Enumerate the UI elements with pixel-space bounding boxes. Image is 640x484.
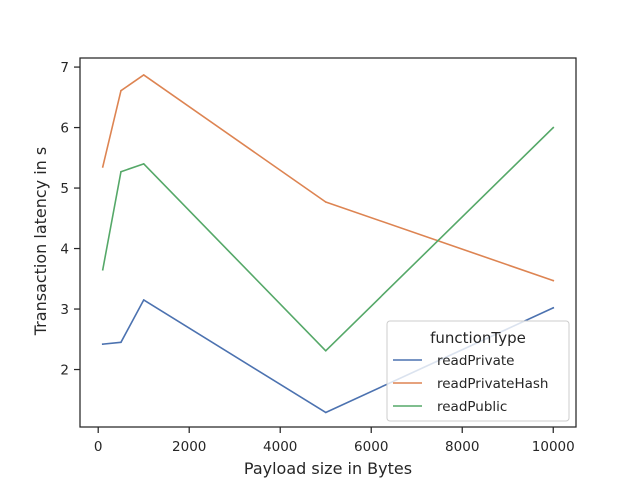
legend: functionType readPrivatereadPrivateHashr… bbox=[386, 320, 570, 422]
y-tick-label-0: 2 bbox=[60, 363, 69, 379]
data-point-readPublic-3 bbox=[324, 349, 327, 352]
legend-items: readPrivate readPrivateHash readPublic bbox=[393, 353, 548, 415]
data-point-readPublic-1 bbox=[120, 170, 122, 173]
legend-label-readPrivate: readPrivate bbox=[437, 353, 514, 369]
legend-box bbox=[386, 320, 570, 422]
data-point-readPrivate-3 bbox=[324, 411, 327, 414]
data-point-readPublic-4 bbox=[552, 126, 555, 129]
legend-title: functionType bbox=[430, 329, 526, 347]
data-point-readPrivateHash-0 bbox=[101, 166, 104, 168]
y-tick-label-3: 5 bbox=[60, 181, 69, 197]
x-tick-label-5: 10000 bbox=[532, 439, 575, 455]
x-tick-label-4: 8000 bbox=[445, 439, 479, 455]
ticks: 0 2000 4000 6000 8000 10000 2 3 4 5 6 7 bbox=[60, 60, 574, 455]
y-tick-label-2: 4 bbox=[60, 242, 69, 258]
y-tick-label-4: 6 bbox=[60, 121, 69, 137]
data-point-readPublic-0 bbox=[101, 268, 104, 271]
legend-label-readPublic: readPublic bbox=[437, 399, 507, 415]
data-point-readPrivateHash-1 bbox=[120, 89, 122, 92]
y-axis-label: Transaction latency in s bbox=[31, 147, 50, 336]
data-point-readPrivate-4 bbox=[552, 307, 555, 309]
data-point-readPrivateHash-2 bbox=[142, 74, 145, 76]
data-point-readPrivate-1 bbox=[120, 341, 122, 344]
x-tick-label-2: 4000 bbox=[263, 439, 297, 455]
data-point-readPublic-2 bbox=[142, 163, 145, 165]
x-tick-label-0: 0 bbox=[94, 439, 103, 455]
legend-label-readPrivateHash: readPrivateHash bbox=[437, 376, 548, 392]
data-point-readPrivate-0 bbox=[101, 343, 104, 345]
data-point-readPrivateHash-3 bbox=[324, 201, 327, 203]
x-axis-label: Payload size in Bytes bbox=[244, 459, 412, 478]
axes-frame bbox=[79, 57, 577, 428]
y-tick-label-5: 7 bbox=[60, 60, 69, 76]
axes bbox=[79, 57, 577, 428]
y-tick-label-1: 3 bbox=[60, 302, 69, 318]
x-tick-label-3: 6000 bbox=[354, 439, 388, 455]
data-point-readPrivateHash-4 bbox=[552, 279, 555, 282]
x-tick-label-1: 2000 bbox=[172, 439, 206, 455]
data-point-readPrivate-2 bbox=[142, 299, 145, 301]
